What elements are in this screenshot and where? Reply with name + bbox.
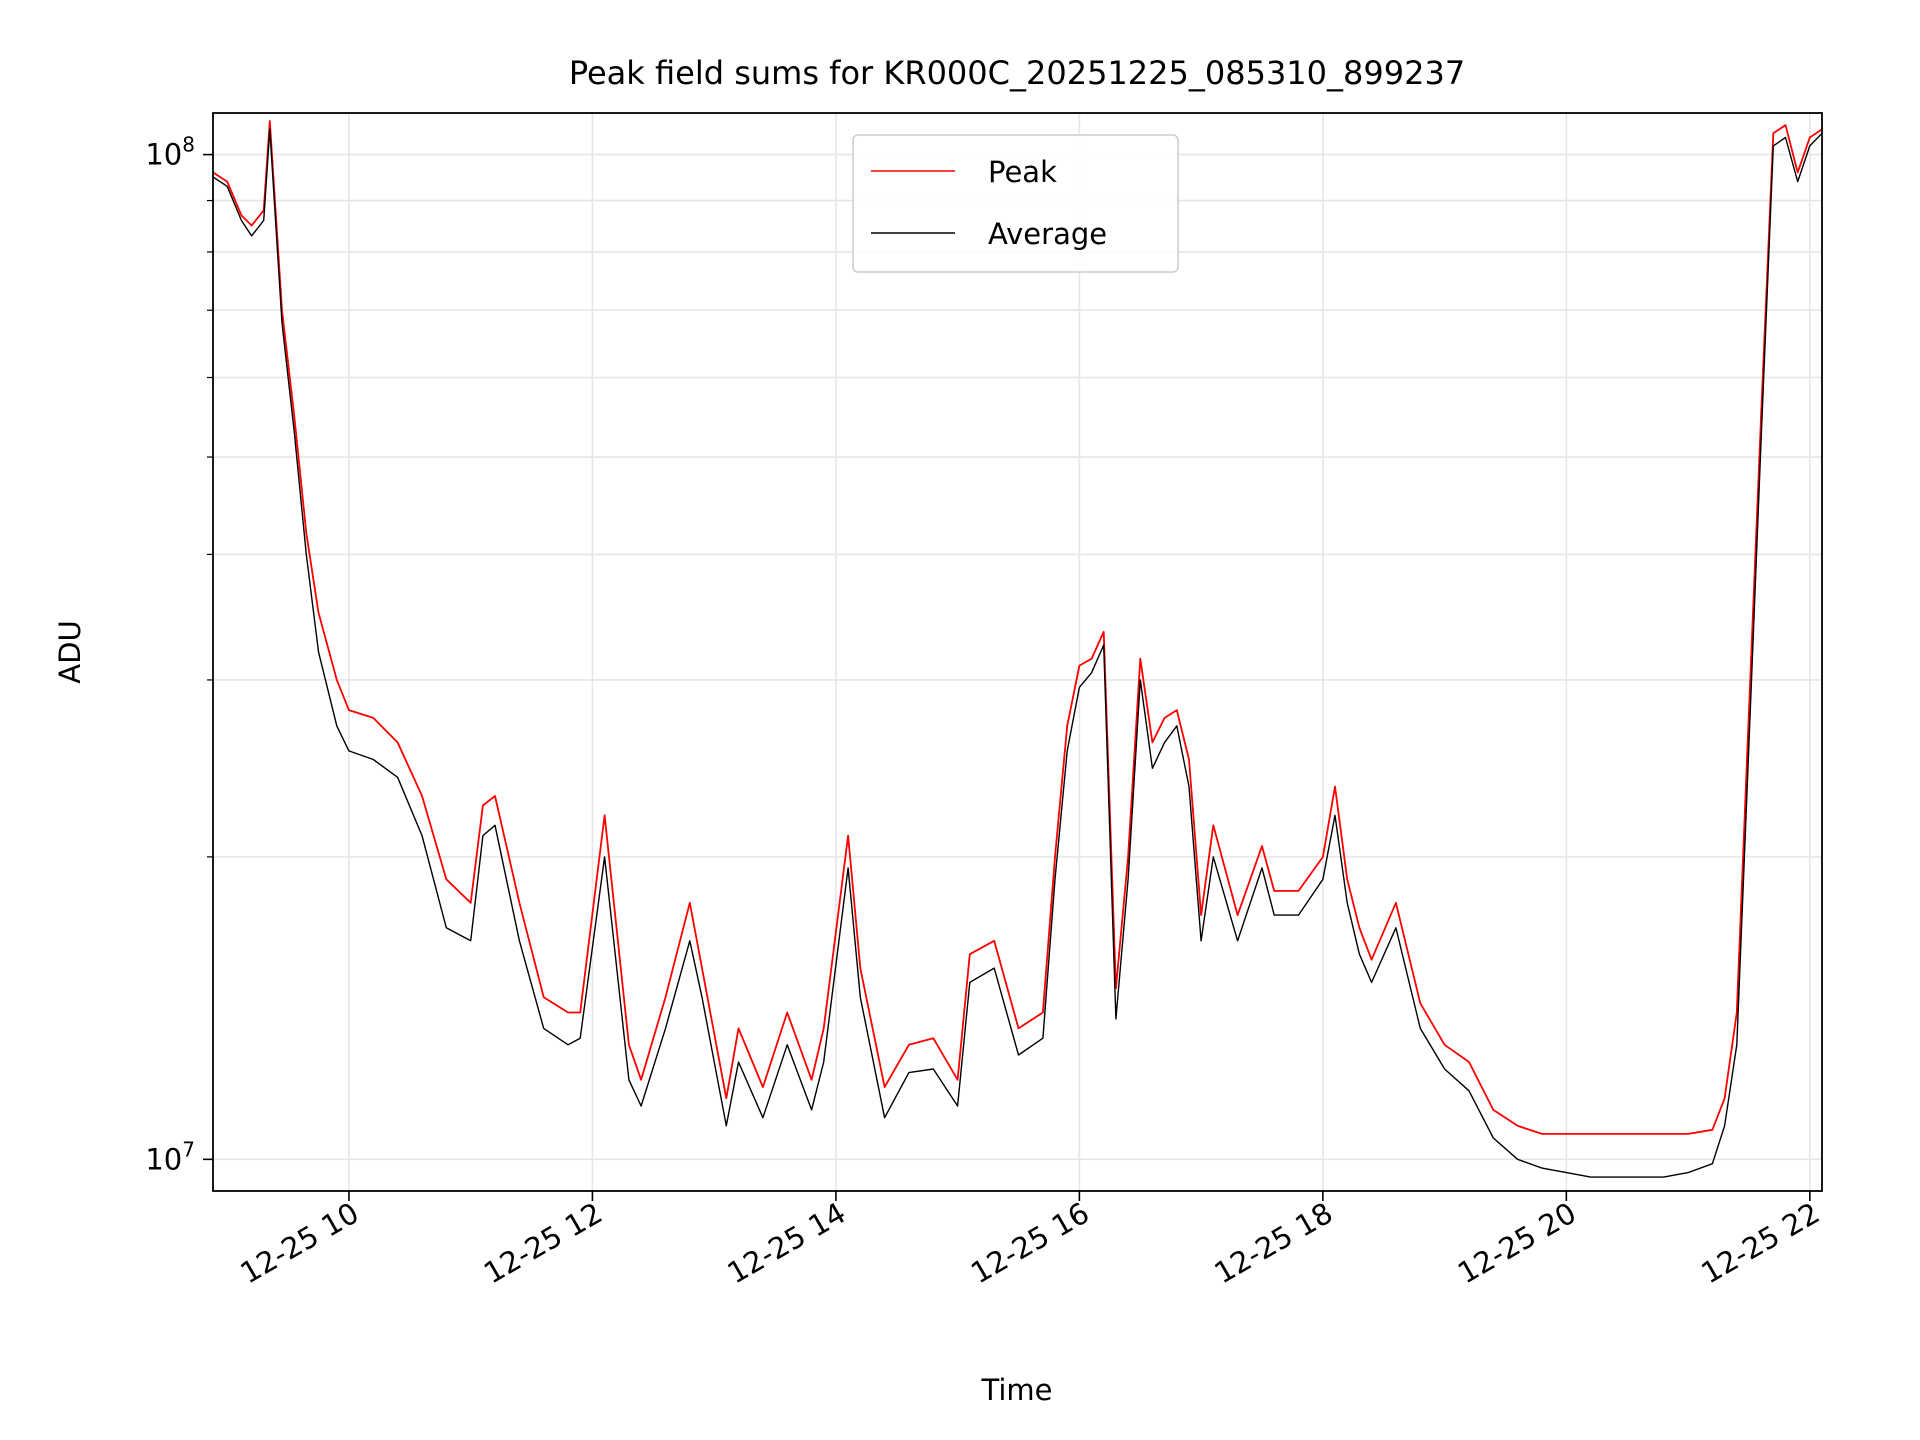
y-tick-label: 107 xyxy=(145,1137,195,1176)
series-line-average xyxy=(212,128,1823,1178)
series-line-peak xyxy=(212,120,1823,1135)
series-layer xyxy=(212,120,1823,1178)
y-tick-label-base: 10 xyxy=(145,1142,182,1176)
legend: Peak Average xyxy=(852,134,1179,273)
y-axis-label: ADU xyxy=(53,620,87,683)
x-axis-label: Time xyxy=(981,1373,1053,1407)
y-tick-label-base: 10 xyxy=(145,138,182,172)
legend-average-label: Average xyxy=(988,217,1107,251)
y-tick-label: 108 xyxy=(145,133,195,172)
y-tick-label-exponent: 8 xyxy=(182,133,195,157)
chart-title: Peak field sums for KR000C_20251225_0853… xyxy=(569,54,1465,92)
legend-box xyxy=(852,134,1179,273)
plot-area-frame xyxy=(212,112,1823,1192)
legend-peak-label: Peak xyxy=(988,155,1057,189)
y-tick-label-exponent: 7 xyxy=(182,1137,195,1161)
